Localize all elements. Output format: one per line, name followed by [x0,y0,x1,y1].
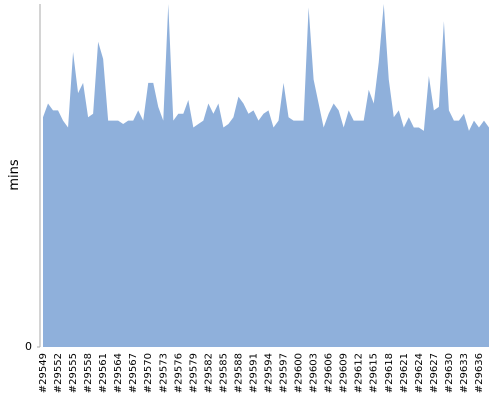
x-tick-label: #29594 [264,353,275,393]
x-tick-label: #29636 [474,353,485,393]
x-tick-label: #29618 [384,353,395,393]
x-tick-label: #29609 [339,353,350,393]
x-tick-label: #29633 [459,353,470,393]
x-tick-label: #29588 [233,353,244,393]
x-tick-label: #29627 [429,353,440,393]
x-tick-label: #29558 [83,353,94,393]
x-tick-label: #29597 [279,353,290,393]
area [43,4,489,347]
x-tick-label: #29600 [294,353,305,393]
x-tick-label: #29576 [173,353,184,393]
y-tick-label: 0 [25,340,32,353]
y-axis-label: mins [7,159,22,191]
x-tick-label: #29630 [444,353,455,393]
x-tick-label: #29561 [98,353,109,393]
x-tick-label: #29603 [309,353,320,393]
x-tick-label: #29573 [158,353,169,393]
x-tick-label: #29624 [414,353,425,393]
x-tick-label: #29591 [248,353,259,393]
x-tick-label: #29570 [143,353,154,393]
x-tick-label: #29549 [38,353,49,393]
x-tick-label: #29564 [113,353,124,393]
x-tick-label: #29552 [53,353,64,393]
x-tick-label: #29585 [218,353,229,393]
x-tick-label: #29621 [399,353,410,393]
x-tick-label: #29615 [369,353,380,393]
x-tick-label: #29606 [324,353,335,393]
x-tick-label: #29555 [68,353,79,393]
x-tick-label: #29567 [128,353,139,393]
x-tick-label: #29579 [188,353,199,393]
x-tick-label: #29612 [354,353,365,393]
x-tick-label: #29582 [203,353,214,393]
